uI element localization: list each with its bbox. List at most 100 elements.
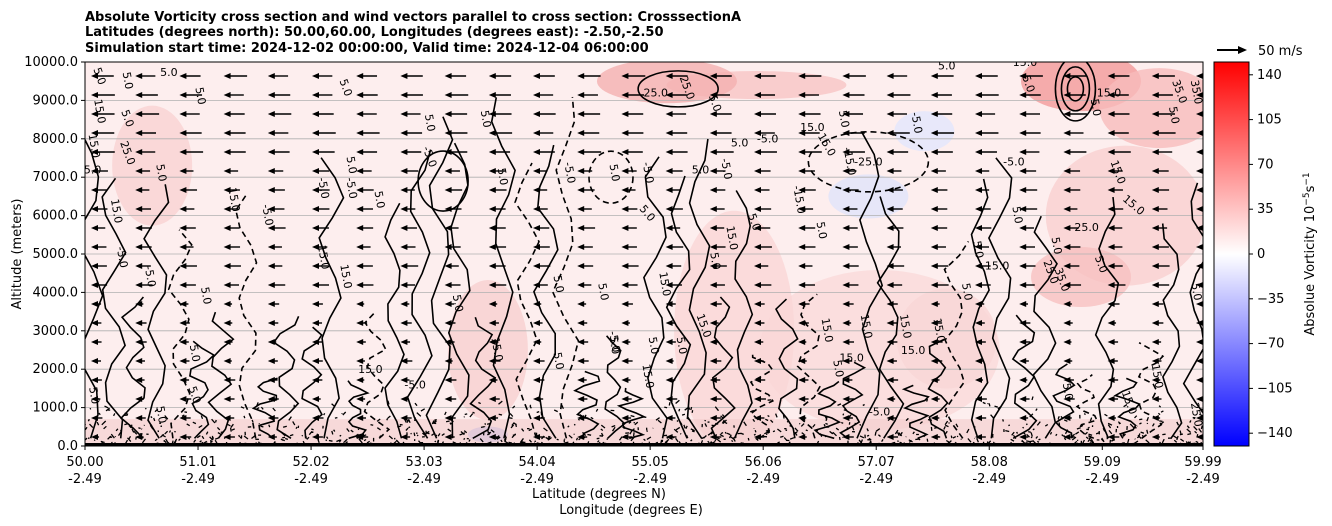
wind-vector-head bbox=[798, 415, 806, 421]
wind-vector-head bbox=[1107, 282, 1115, 288]
wind-vector-head bbox=[754, 301, 761, 307]
wind-vector-head bbox=[1019, 301, 1027, 307]
wind-vector-head bbox=[621, 149, 629, 155]
y-tick-label: 0.0 bbox=[57, 439, 78, 454]
wind-vector-head bbox=[754, 168, 761, 174]
wind-vector-head bbox=[842, 263, 850, 269]
wind-vector-head bbox=[975, 263, 982, 269]
wind-vector-head bbox=[488, 92, 496, 98]
wind-vector-head bbox=[754, 320, 761, 326]
wind-vector-head bbox=[400, 320, 408, 326]
wind-vector-head bbox=[1151, 434, 1159, 440]
colorbar-tick-label: 105 bbox=[1257, 113, 1282, 128]
contour-line bbox=[189, 340, 216, 439]
wind-vector-head bbox=[223, 130, 231, 136]
contour-label: -5.0 bbox=[718, 157, 735, 180]
wind-vectors bbox=[91, 73, 1203, 440]
contour-label: 15.0 bbox=[1013, 56, 1038, 69]
wind-vector-head bbox=[179, 377, 187, 383]
wind-vector-head bbox=[1063, 358, 1071, 364]
wind-vector-head bbox=[135, 168, 143, 174]
wind-vector-head bbox=[709, 92, 717, 98]
title-line-1: Absolute Vorticity cross section and win… bbox=[85, 10, 741, 25]
wind-vector-head bbox=[91, 282, 98, 288]
wind-vector-head bbox=[400, 301, 408, 307]
wind-vector-head bbox=[1019, 73, 1027, 79]
contour-line bbox=[775, 298, 799, 439]
wind-vector-head bbox=[356, 187, 364, 193]
wind-vector-head bbox=[179, 111, 187, 117]
wind-vector-head bbox=[488, 301, 496, 307]
wind-vector-head bbox=[312, 301, 319, 307]
wind-vector-head bbox=[665, 320, 673, 326]
wind-vector-head bbox=[577, 73, 585, 79]
contour-label: 15.0 bbox=[1097, 87, 1122, 100]
wind-vector-head bbox=[312, 282, 319, 288]
wind-vector-head bbox=[179, 149, 187, 155]
positive-vorticity-area bbox=[1099, 68, 1203, 149]
wind-vector-head bbox=[842, 206, 850, 212]
contour-label: 5.0 bbox=[706, 93, 724, 114]
y-tick-label: 4000.0 bbox=[33, 285, 79, 300]
wind-vector-head bbox=[356, 282, 364, 288]
contour-label: 35.0 bbox=[1188, 79, 1205, 105]
contour-loop bbox=[1054, 62, 1097, 122]
wind-vector-head bbox=[223, 415, 231, 421]
wind-vector-head bbox=[444, 320, 452, 326]
wind-vector-head bbox=[621, 244, 629, 250]
contour-label: 5.0 bbox=[1009, 205, 1025, 224]
wind-vector-head bbox=[179, 339, 187, 345]
wind-vector-head bbox=[886, 263, 894, 269]
wind-vector-head bbox=[312, 396, 319, 402]
wind-vector-head bbox=[356, 396, 364, 402]
wind-vector-head bbox=[91, 358, 98, 364]
wind-vector-head bbox=[886, 92, 894, 98]
contour-label: -5.0 bbox=[142, 265, 159, 288]
wind-vector-head bbox=[444, 92, 452, 98]
wind-vector-head bbox=[1107, 168, 1115, 174]
y-tick-label: 1000.0 bbox=[33, 401, 79, 416]
contour-line bbox=[1032, 215, 1058, 439]
wind-vector-head bbox=[356, 263, 364, 269]
wind-vector-head bbox=[709, 149, 717, 155]
wind-vector-head bbox=[621, 339, 629, 345]
wind-vector-head bbox=[1196, 301, 1203, 307]
wind-vector-head bbox=[312, 187, 319, 193]
wind-vector-head bbox=[1063, 263, 1071, 269]
wind-vector-head bbox=[709, 206, 717, 212]
wind-vector-head bbox=[267, 73, 275, 79]
contour-label: 5.0 bbox=[970, 240, 986, 259]
wind-vector-head bbox=[444, 149, 452, 155]
wind-vector-head bbox=[975, 149, 982, 155]
wind-vector-head bbox=[91, 339, 98, 345]
contour-line-negative bbox=[796, 293, 821, 439]
wind-vector-head bbox=[621, 263, 629, 269]
wind-vector-head bbox=[665, 415, 673, 421]
wind-vector-head bbox=[665, 434, 673, 440]
wind-vector-head bbox=[444, 358, 452, 364]
contour-label: 15.0 bbox=[108, 198, 125, 224]
wind-vector-head bbox=[488, 320, 496, 326]
wind-vector-head bbox=[1019, 130, 1027, 136]
wind-vector-head bbox=[312, 206, 319, 212]
wind-vector-head bbox=[709, 358, 717, 364]
wind-vector-head bbox=[179, 358, 187, 364]
wind-vector-head bbox=[842, 187, 850, 193]
wind-vector-head bbox=[135, 263, 143, 269]
wind-vector-head bbox=[267, 434, 275, 440]
wind-vector-head bbox=[400, 244, 408, 250]
wind-vector-head bbox=[267, 244, 275, 250]
wind-vector-head bbox=[709, 396, 717, 402]
wind-vector-head bbox=[179, 320, 187, 326]
contour-label: 5.0 bbox=[86, 386, 102, 405]
wind-vector-head bbox=[1151, 282, 1159, 288]
colorbar-tick-label: 140 bbox=[1257, 68, 1282, 83]
y-tick-label: 9000.0 bbox=[33, 93, 79, 108]
wind-vector-head bbox=[135, 415, 143, 421]
contour-line bbox=[1094, 197, 1120, 439]
wind-vector-head bbox=[1196, 130, 1203, 136]
wind-vector-head bbox=[1019, 377, 1027, 383]
wind-vector-head bbox=[798, 187, 806, 193]
wind-vector-head bbox=[488, 415, 496, 421]
wind-vector-head bbox=[709, 377, 717, 383]
